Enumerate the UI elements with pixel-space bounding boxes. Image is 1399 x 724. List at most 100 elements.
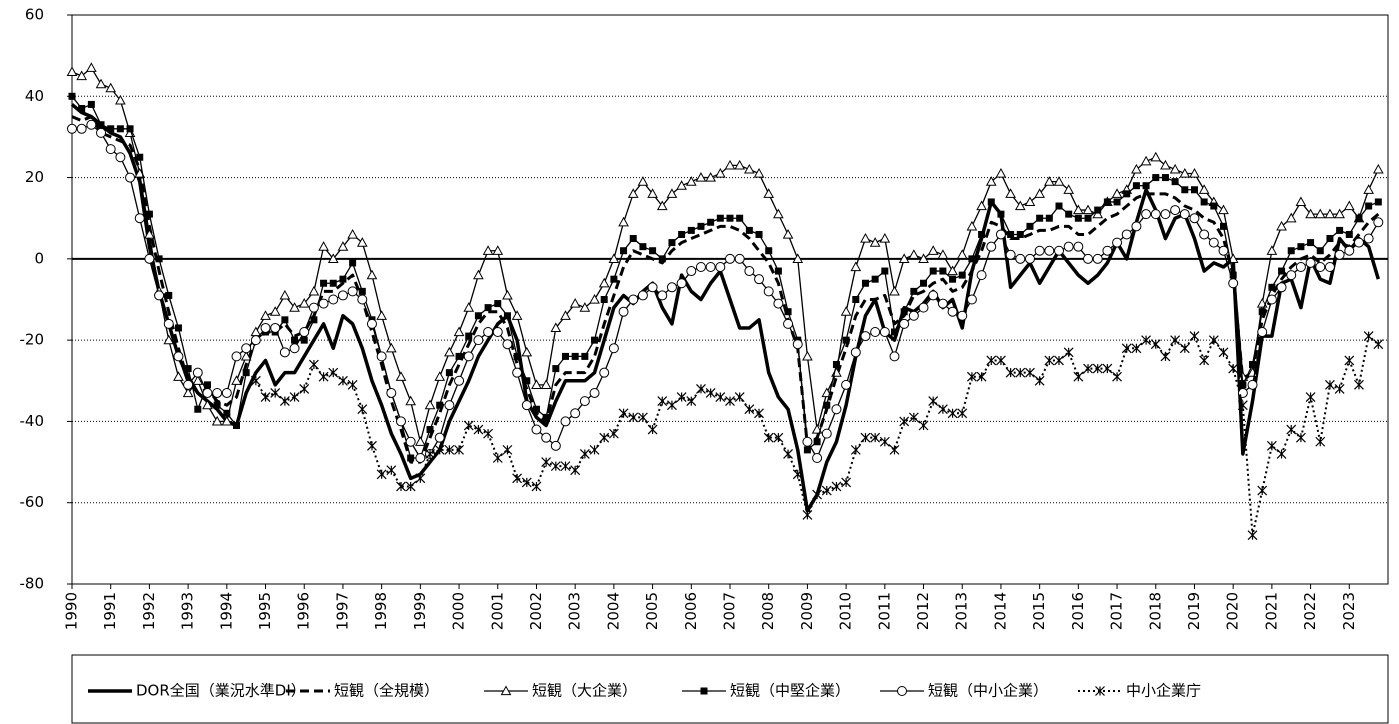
marker bbox=[396, 416, 406, 427]
marker bbox=[881, 267, 889, 275]
marker bbox=[1257, 485, 1268, 496]
marker bbox=[96, 127, 107, 138]
x-tick-label: 1992 bbox=[140, 592, 158, 630]
marker bbox=[465, 332, 473, 340]
marker bbox=[618, 306, 629, 317]
marker bbox=[86, 62, 97, 72]
marker bbox=[658, 255, 666, 263]
marker bbox=[434, 371, 446, 381]
marker bbox=[600, 296, 608, 303]
marker bbox=[502, 444, 513, 455]
marker bbox=[1016, 230, 1024, 238]
marker bbox=[560, 461, 571, 472]
marker bbox=[192, 375, 204, 385]
marker bbox=[987, 198, 995, 206]
marker bbox=[550, 440, 561, 451]
marker bbox=[1150, 209, 1161, 220]
marker bbox=[813, 438, 821, 446]
marker bbox=[463, 351, 474, 362]
marker bbox=[454, 444, 464, 455]
marker bbox=[1305, 257, 1316, 268]
marker bbox=[1063, 184, 1075, 194]
marker bbox=[367, 440, 377, 451]
marker bbox=[753, 167, 765, 178]
marker bbox=[570, 465, 581, 476]
marker bbox=[1014, 200, 1026, 211]
marker bbox=[754, 274, 765, 285]
marker bbox=[734, 253, 745, 264]
marker bbox=[231, 351, 242, 362]
marker bbox=[1073, 371, 1084, 382]
marker bbox=[978, 230, 986, 238]
marker bbox=[1305, 208, 1316, 219]
marker bbox=[1247, 379, 1258, 390]
x-tick-label: 2009 bbox=[798, 592, 816, 630]
y-tick-label: 0 bbox=[34, 249, 44, 267]
marker bbox=[879, 233, 891, 243]
marker bbox=[221, 387, 232, 398]
marker bbox=[1092, 363, 1103, 374]
marker bbox=[657, 396, 668, 407]
marker bbox=[1363, 184, 1374, 194]
marker bbox=[1034, 188, 1045, 198]
marker bbox=[1112, 237, 1123, 248]
marker bbox=[579, 396, 590, 407]
marker bbox=[1171, 178, 1179, 186]
marker bbox=[250, 375, 261, 386]
marker bbox=[1083, 363, 1093, 374]
marker bbox=[357, 404, 368, 415]
marker bbox=[900, 308, 908, 316]
marker bbox=[802, 509, 813, 520]
marker bbox=[908, 249, 920, 259]
marker bbox=[1169, 163, 1181, 174]
marker bbox=[755, 230, 763, 238]
marker bbox=[1024, 196, 1036, 207]
legend-label: 短観（大企業） bbox=[532, 682, 637, 700]
marker bbox=[1266, 440, 1277, 451]
marker bbox=[531, 481, 542, 492]
marker bbox=[1218, 245, 1229, 256]
marker bbox=[260, 392, 271, 402]
marker bbox=[1326, 235, 1334, 243]
marker bbox=[599, 432, 610, 443]
y-tick-label: 40 bbox=[25, 87, 44, 105]
marker bbox=[620, 247, 628, 255]
marker bbox=[1074, 214, 1082, 222]
marker bbox=[405, 395, 417, 406]
marker bbox=[1044, 355, 1055, 366]
marker bbox=[550, 461, 561, 472]
marker bbox=[1065, 210, 1073, 218]
x-tick-label: 1995 bbox=[256, 592, 274, 630]
marker bbox=[666, 282, 677, 293]
marker bbox=[328, 294, 339, 305]
marker bbox=[1278, 267, 1286, 275]
marker bbox=[1005, 367, 1016, 378]
marker bbox=[358, 287, 366, 295]
marker bbox=[107, 125, 115, 133]
marker bbox=[513, 352, 521, 360]
marker bbox=[87, 100, 95, 108]
marker bbox=[995, 229, 1006, 240]
marker bbox=[976, 371, 987, 382]
marker bbox=[425, 449, 435, 459]
marker bbox=[1053, 176, 1065, 186]
marker bbox=[502, 289, 513, 300]
marker bbox=[879, 436, 890, 447]
marker bbox=[920, 279, 928, 287]
marker bbox=[105, 82, 117, 93]
marker bbox=[1228, 363, 1239, 374]
marker bbox=[947, 306, 958, 317]
marker bbox=[1266, 245, 1278, 255]
marker bbox=[1034, 245, 1045, 256]
marker bbox=[870, 432, 881, 443]
marker bbox=[1112, 371, 1122, 382]
marker bbox=[725, 253, 735, 264]
marker bbox=[927, 245, 939, 255]
marker bbox=[1276, 282, 1287, 293]
marker bbox=[591, 336, 599, 344]
marker bbox=[966, 220, 978, 231]
marker bbox=[1123, 190, 1131, 198]
marker bbox=[1334, 383, 1345, 394]
marker bbox=[144, 253, 155, 264]
marker bbox=[842, 336, 850, 344]
